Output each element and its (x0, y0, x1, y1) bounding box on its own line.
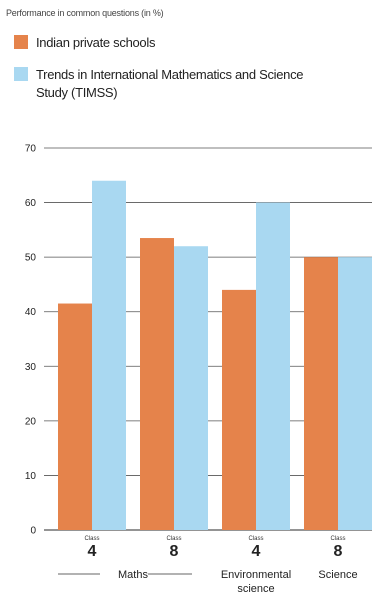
group-1-label-line-2: science (237, 583, 274, 595)
y-tick-label-40: 40 (25, 307, 37, 318)
y-tick-label-70: 70 (25, 144, 37, 155)
group-1-label-line-1: Environmental (221, 569, 291, 581)
x-class-number-2: 4 (252, 543, 261, 560)
bar-indian-1 (140, 238, 174, 531)
y-tick-label-50: 50 (25, 253, 37, 264)
group-2-label: Science (318, 569, 357, 581)
x-class-label-0: Class (84, 536, 99, 542)
y-tick-label-60: 60 (25, 198, 37, 209)
y-tick-label-10: 10 (25, 471, 37, 482)
chart-subtitle: Performance in common questions (in %) (6, 8, 164, 18)
legend-swatch-timss (14, 67, 28, 81)
legend-label-indian-private-schools: Indian private schools (36, 35, 156, 50)
group-0-label: Maths (118, 569, 148, 581)
bar-indian-0 (58, 303, 92, 530)
legend-item-timss: Trends in International Mathematics and … (14, 66, 336, 102)
bar-indian-3 (304, 257, 338, 530)
x-class-number-0: 4 (88, 543, 97, 560)
legend-item-indian-private-schools: Indian private schools (14, 34, 336, 52)
x-class-label-3: Class (330, 536, 345, 542)
bar-timss-3 (338, 257, 372, 530)
legend-label-timss: Trends in International Mathematics and … (36, 67, 304, 100)
bar-timss-0 (92, 180, 126, 530)
x-class-label-2: Class (248, 536, 263, 542)
y-tick-label-30: 30 (25, 362, 37, 373)
legend-swatch-indian-private-schools (14, 35, 28, 49)
bar-timss-1 (174, 246, 208, 530)
x-class-number-3: 8 (334, 543, 343, 560)
x-class-label-1: Class (166, 536, 181, 542)
x-class-number-1: 8 (170, 543, 179, 560)
bar-indian-2 (222, 289, 256, 530)
y-tick-label-0: 0 (30, 526, 36, 537)
bar-timss-2 (256, 202, 290, 531)
y-tick-label-20: 20 (25, 416, 37, 427)
